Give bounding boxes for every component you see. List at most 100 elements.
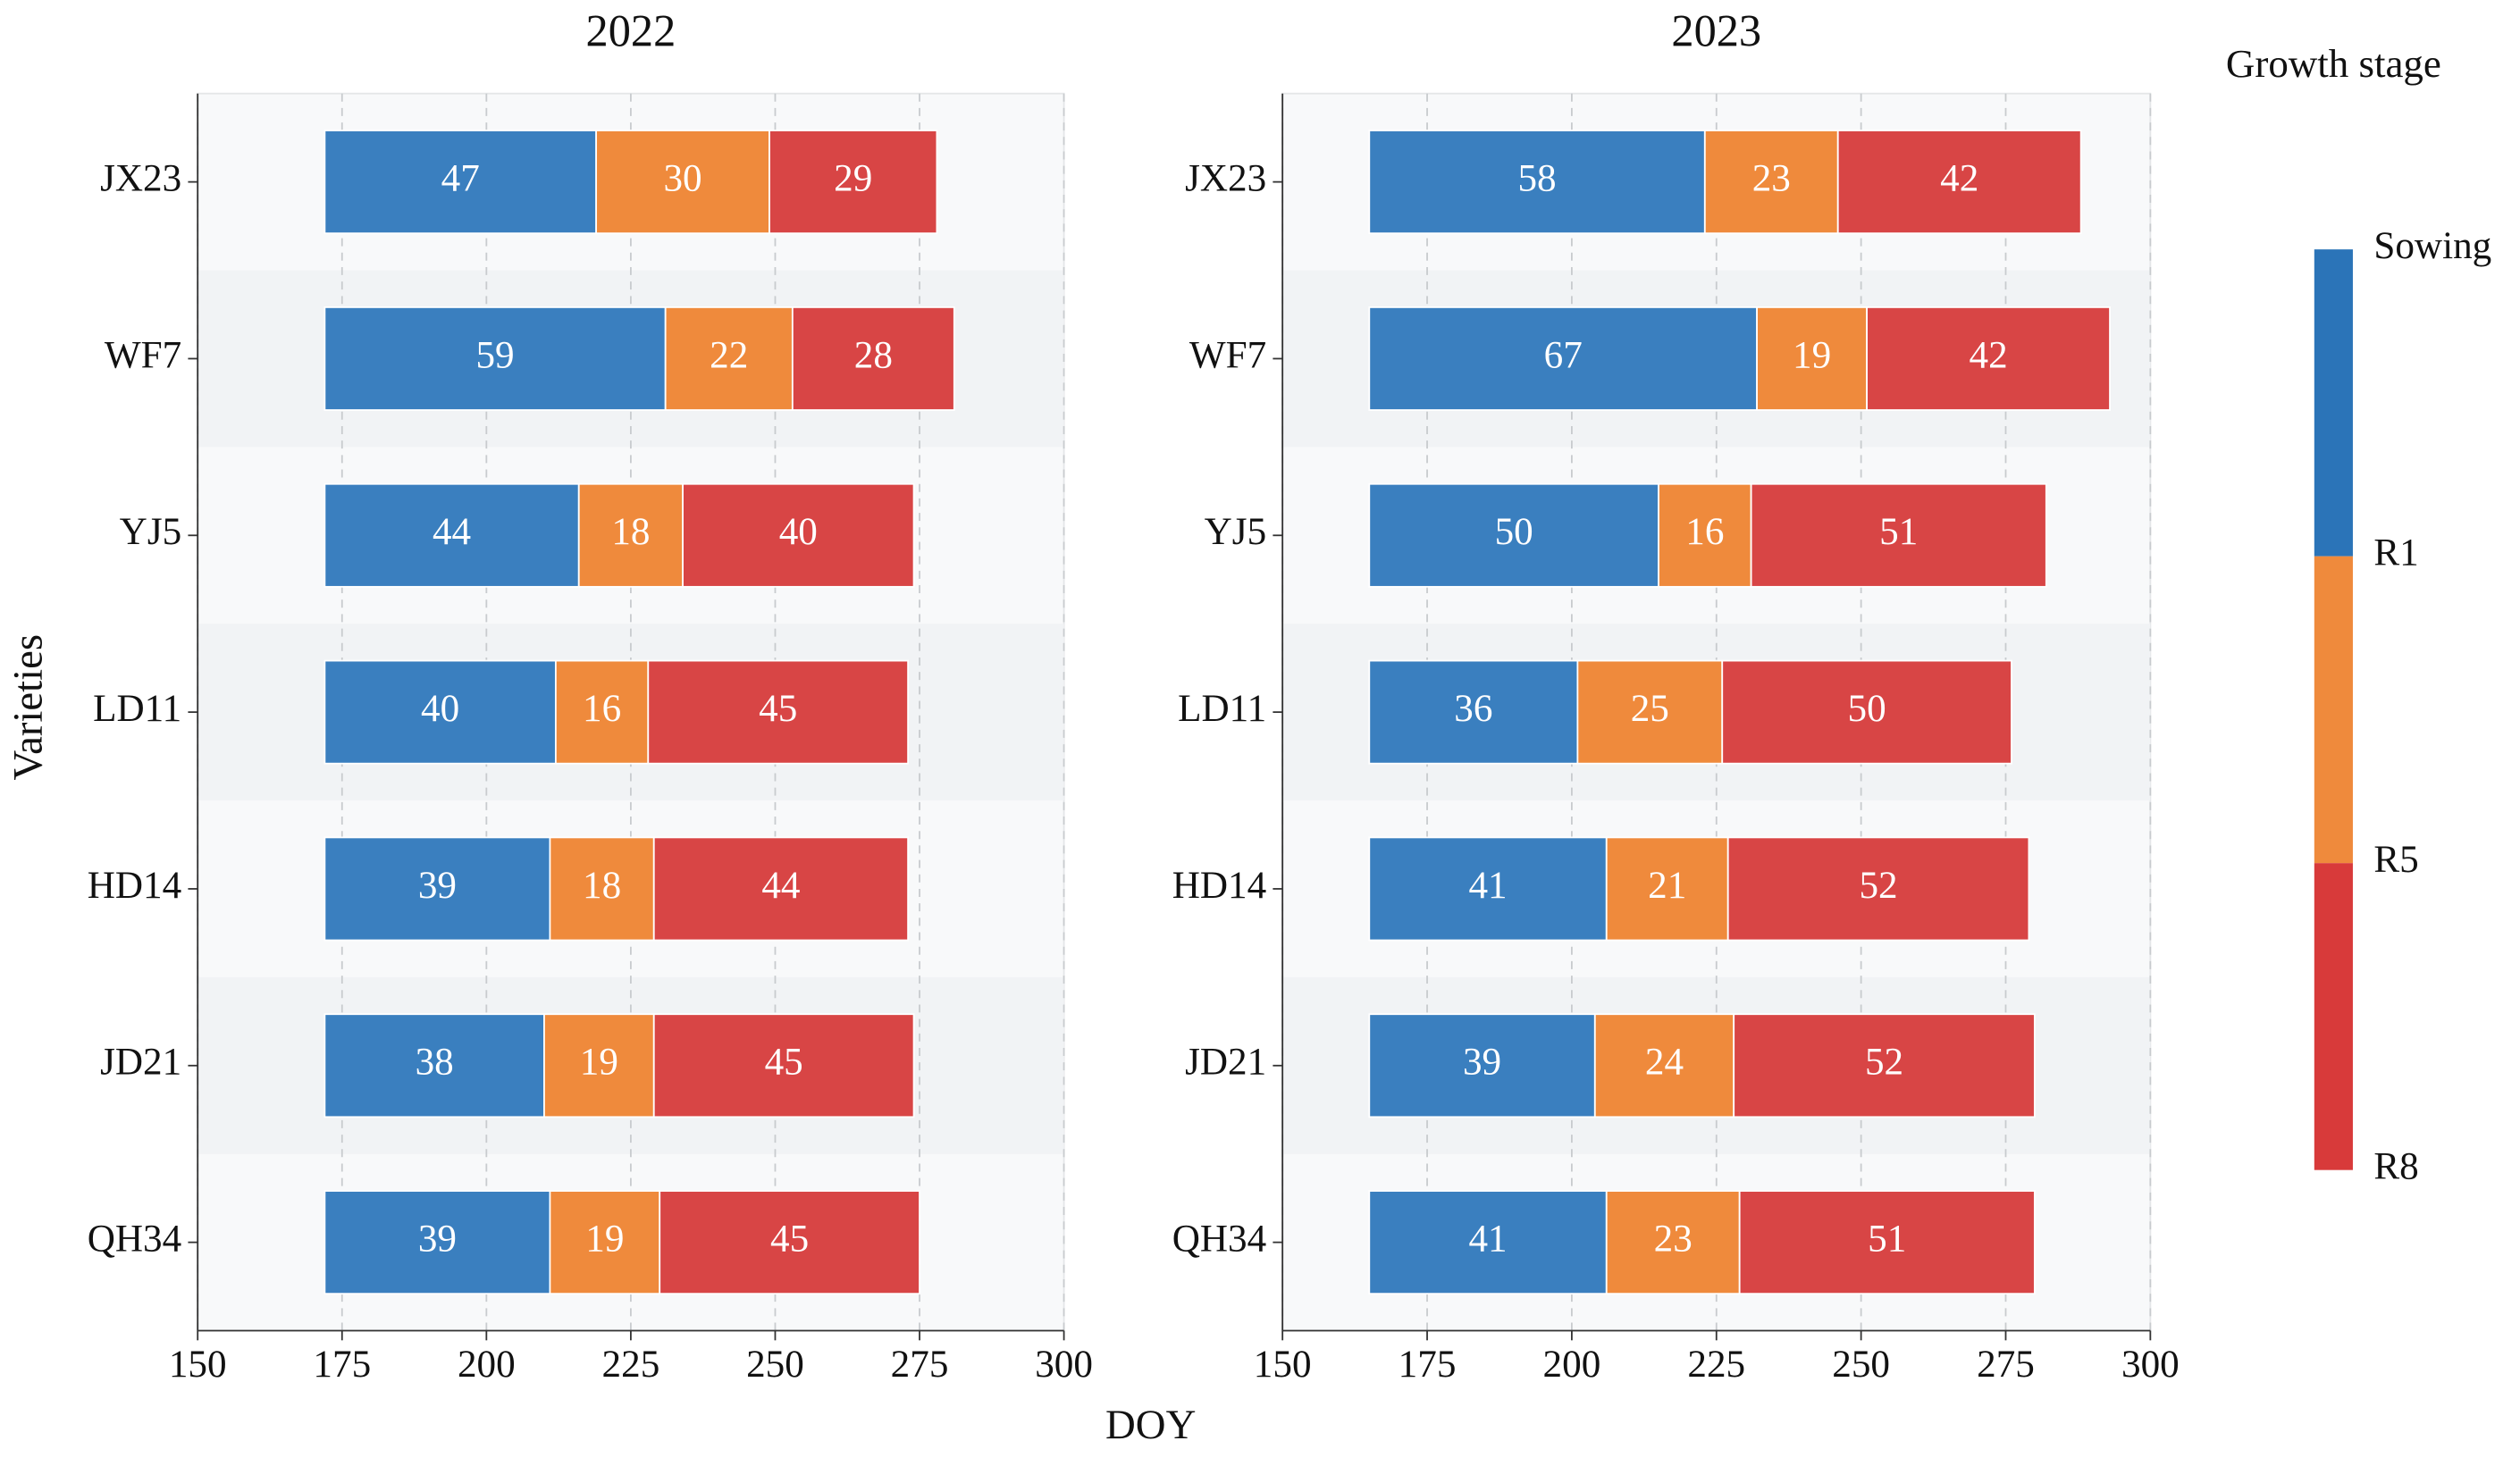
value-label: 45	[759, 688, 797, 730]
x-tick-label: 200	[1543, 1344, 1601, 1386]
value-label: 59	[475, 334, 514, 376]
x-tick-label: 250	[746, 1344, 804, 1386]
x-tick-label: 300	[2121, 1344, 2180, 1386]
y-tick-label: JD21	[100, 1042, 181, 1084]
x-axis-label: DOY	[1105, 1402, 1196, 1448]
bar-segment	[1368, 130, 1706, 235]
y-tick-label: JX23	[1185, 158, 1266, 200]
value-label: 24	[1645, 1042, 1684, 1084]
bar-segment	[549, 1190, 661, 1295]
x-tick-label: 275	[1977, 1344, 2035, 1386]
y-tick-label: WF7	[1189, 334, 1266, 376]
x-tick-label: 275	[891, 1344, 949, 1386]
bar-segment	[659, 1190, 920, 1295]
value-label: 36	[1454, 688, 1492, 730]
x-tick-label: 175	[1399, 1344, 1457, 1386]
value-label: 28	[854, 334, 893, 376]
value-label: 51	[1879, 511, 1918, 553]
value-label: 18	[583, 865, 621, 907]
bar-segment	[1368, 306, 1758, 411]
y-tick-label: LD11	[93, 688, 181, 730]
value-label: 50	[1848, 688, 1886, 730]
bar-segment	[549, 836, 655, 942]
bar-segment	[1368, 1190, 1608, 1295]
value-label: 18	[611, 511, 650, 553]
bar-segment	[577, 482, 684, 588]
value-label: 39	[418, 1219, 457, 1261]
bar-segment	[647, 659, 909, 765]
legend-label: Sowing	[2373, 225, 2491, 267]
value-label: 40	[779, 511, 818, 553]
value-label: 29	[834, 158, 872, 200]
bar-segment	[554, 659, 650, 765]
bar-segment	[1368, 659, 1579, 765]
bar-segment	[1756, 306, 1869, 411]
bar-segment	[1866, 306, 2111, 411]
x-tick-label: 175	[313, 1344, 371, 1386]
y-tick-label: HD14	[88, 865, 181, 907]
legend-swatch	[2314, 556, 2353, 864]
value-label: 39	[1463, 1042, 1501, 1084]
bar-segment	[323, 1013, 545, 1118]
bar-segment	[1593, 1013, 1735, 1118]
legend-label: R5	[2373, 839, 2418, 881]
x-tick-label: 250	[1832, 1344, 1890, 1386]
value-label: 52	[1859, 865, 1897, 907]
bar-segment	[1368, 482, 1659, 588]
legend-title: Growth stage	[2226, 41, 2441, 86]
bar-segment	[1721, 659, 2012, 765]
bar-segment	[1368, 836, 1608, 942]
value-label: 45	[770, 1219, 809, 1261]
y-tick-label: WF7	[105, 334, 181, 376]
value-label: 45	[765, 1042, 803, 1084]
bar-segment	[682, 482, 915, 588]
y-tick-label: JX23	[100, 158, 181, 200]
bar-segment	[1733, 1013, 2036, 1118]
value-label: 30	[663, 158, 701, 200]
bar-segment	[323, 659, 557, 765]
bar-segment	[1703, 130, 1839, 235]
value-label: 44	[761, 865, 800, 907]
x-tick-label: 225	[1687, 1344, 1745, 1386]
value-label: 44	[433, 511, 471, 553]
bar-segment	[323, 130, 598, 235]
legend-swatch	[2314, 863, 2353, 1170]
value-label: 21	[1648, 865, 1686, 907]
bar-segment	[791, 306, 955, 411]
legend-label: R1	[2373, 532, 2418, 574]
value-label: 38	[416, 1042, 454, 1084]
value-label: 47	[441, 158, 480, 200]
x-tick-label: 200	[458, 1344, 516, 1386]
panel-title: 2022	[586, 6, 676, 56]
bar-segment	[323, 306, 667, 411]
bar-segment	[323, 1190, 551, 1295]
value-label: 16	[583, 688, 621, 730]
bar-segment	[652, 1013, 915, 1118]
value-label: 19	[1793, 334, 1831, 376]
value-label: 52	[1865, 1042, 1903, 1084]
value-label: 23	[1654, 1219, 1693, 1261]
y-tick-label: YJ5	[1205, 511, 1267, 553]
y-tick-label: YJ5	[120, 511, 182, 553]
value-label: 39	[418, 865, 457, 907]
y-tick-label: JD21	[1185, 1042, 1266, 1084]
value-label: 41	[1468, 865, 1507, 907]
value-label: 51	[1868, 1219, 1906, 1261]
value-label: 16	[1685, 511, 1724, 553]
y-tick-label: HD14	[1172, 865, 1267, 907]
value-label: 58	[1517, 158, 1556, 200]
bar-segment	[1605, 1190, 1741, 1295]
bar-segment	[1738, 1190, 2036, 1295]
bar-segment	[769, 130, 938, 235]
x-tick-label: 225	[602, 1344, 660, 1386]
value-label: 23	[1752, 158, 1791, 200]
bar-segment	[323, 836, 551, 942]
bar-segment	[595, 130, 770, 235]
y-axis-label: Varieties	[5, 634, 52, 781]
value-label: 25	[1631, 688, 1669, 730]
x-tick-label: 150	[1254, 1344, 1312, 1386]
bar-segment	[323, 482, 580, 588]
bar-segment	[1658, 482, 1752, 588]
